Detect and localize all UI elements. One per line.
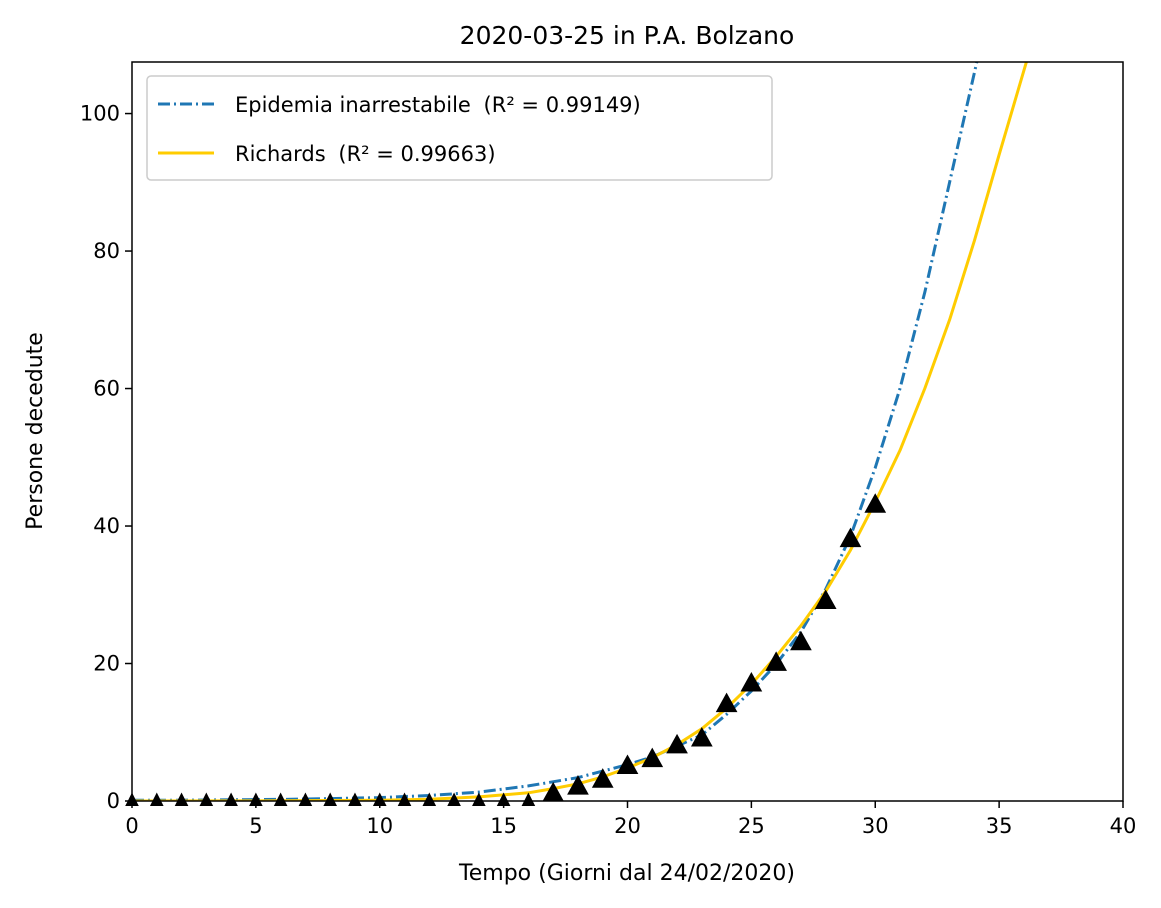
data-point-marker <box>666 733 688 754</box>
legend-frame <box>146 75 773 181</box>
x-tick-label: 15 <box>490 814 517 838</box>
data-point-marker <box>174 792 189 807</box>
y-tick-label: 0 <box>107 789 120 813</box>
y-tick-label: 40 <box>93 514 120 538</box>
plot-frame <box>131 61 1124 802</box>
data-point-marker <box>790 630 812 651</box>
x-axis-label: Tempo (Giorni dal 24/02/2020) <box>458 861 795 886</box>
legend-r2-richards: (R² = 0.99663) <box>338 142 495 166</box>
x-tick-label: 20 <box>614 814 641 838</box>
legend-name-epidemia: Epidemia inarrestabile <box>235 93 471 117</box>
y-tick-label: 20 <box>93 652 120 676</box>
data-point-marker <box>814 589 837 609</box>
axis-ticks: 0 5 10 15 20 25 30 35 40 0 20 40 60 80 100 <box>80 102 1136 838</box>
series-line-richards <box>132 62 1028 801</box>
data-point-marker <box>199 792 214 807</box>
x-tick-label: 5 <box>249 814 262 838</box>
y-tick-label: 60 <box>93 377 120 401</box>
data-point-marker <box>542 781 565 802</box>
data-point-marker <box>149 792 164 807</box>
data-point-marker <box>496 792 511 807</box>
x-tick-label: 10 <box>366 814 393 838</box>
legend-name-richards: Richards <box>235 142 326 166</box>
data-point-marker <box>298 792 313 807</box>
data-point-marker <box>521 792 536 807</box>
data-point-marker <box>447 792 461 807</box>
data-point-marker <box>397 792 412 807</box>
legend-label-richards: Richards (R² = 0.99663) <box>235 142 496 166</box>
data-point-marker <box>715 692 738 713</box>
chart-title: 2020-03-25 in P.A. Bolzano <box>460 21 795 50</box>
data-point-marker <box>740 671 763 692</box>
x-tick-label: 25 <box>738 814 765 838</box>
data-point-marker <box>273 792 288 807</box>
y-axis-label: Persone decedute <box>23 332 48 530</box>
data-point-marker <box>591 768 614 788</box>
data-point-marker <box>249 792 263 807</box>
legend: Epidemia inarrestabile (R² = 0.99149) Ri… <box>146 75 773 181</box>
data-point-marker <box>472 792 486 807</box>
data-point-marker <box>348 792 362 807</box>
y-tick-label: 80 <box>93 239 120 263</box>
y-tick-label: 100 <box>80 102 120 126</box>
data-point-marker <box>616 754 639 774</box>
data-point-marker <box>864 493 887 513</box>
data-point-marker <box>765 651 787 671</box>
legend-r2-epidemia: (R² = 0.99149) <box>484 93 641 117</box>
data-point-marker <box>641 747 664 768</box>
x-tick-label: 0 <box>125 814 138 838</box>
data-point-marker <box>125 792 139 807</box>
data-point-marker <box>567 775 589 795</box>
data-point-marker <box>690 726 713 747</box>
data-point-marker <box>372 792 387 807</box>
data-point-marker <box>839 527 862 548</box>
data-point-marker <box>323 792 338 807</box>
x-tick-label: 40 <box>1110 814 1137 838</box>
legend-label-epidemia: Epidemia inarrestabile (R² = 0.99149) <box>235 93 641 117</box>
data-point-marker <box>422 792 437 807</box>
x-tick-label: 30 <box>862 814 889 838</box>
x-tick-label: 35 <box>986 814 1013 838</box>
data-point-marker <box>224 792 238 807</box>
